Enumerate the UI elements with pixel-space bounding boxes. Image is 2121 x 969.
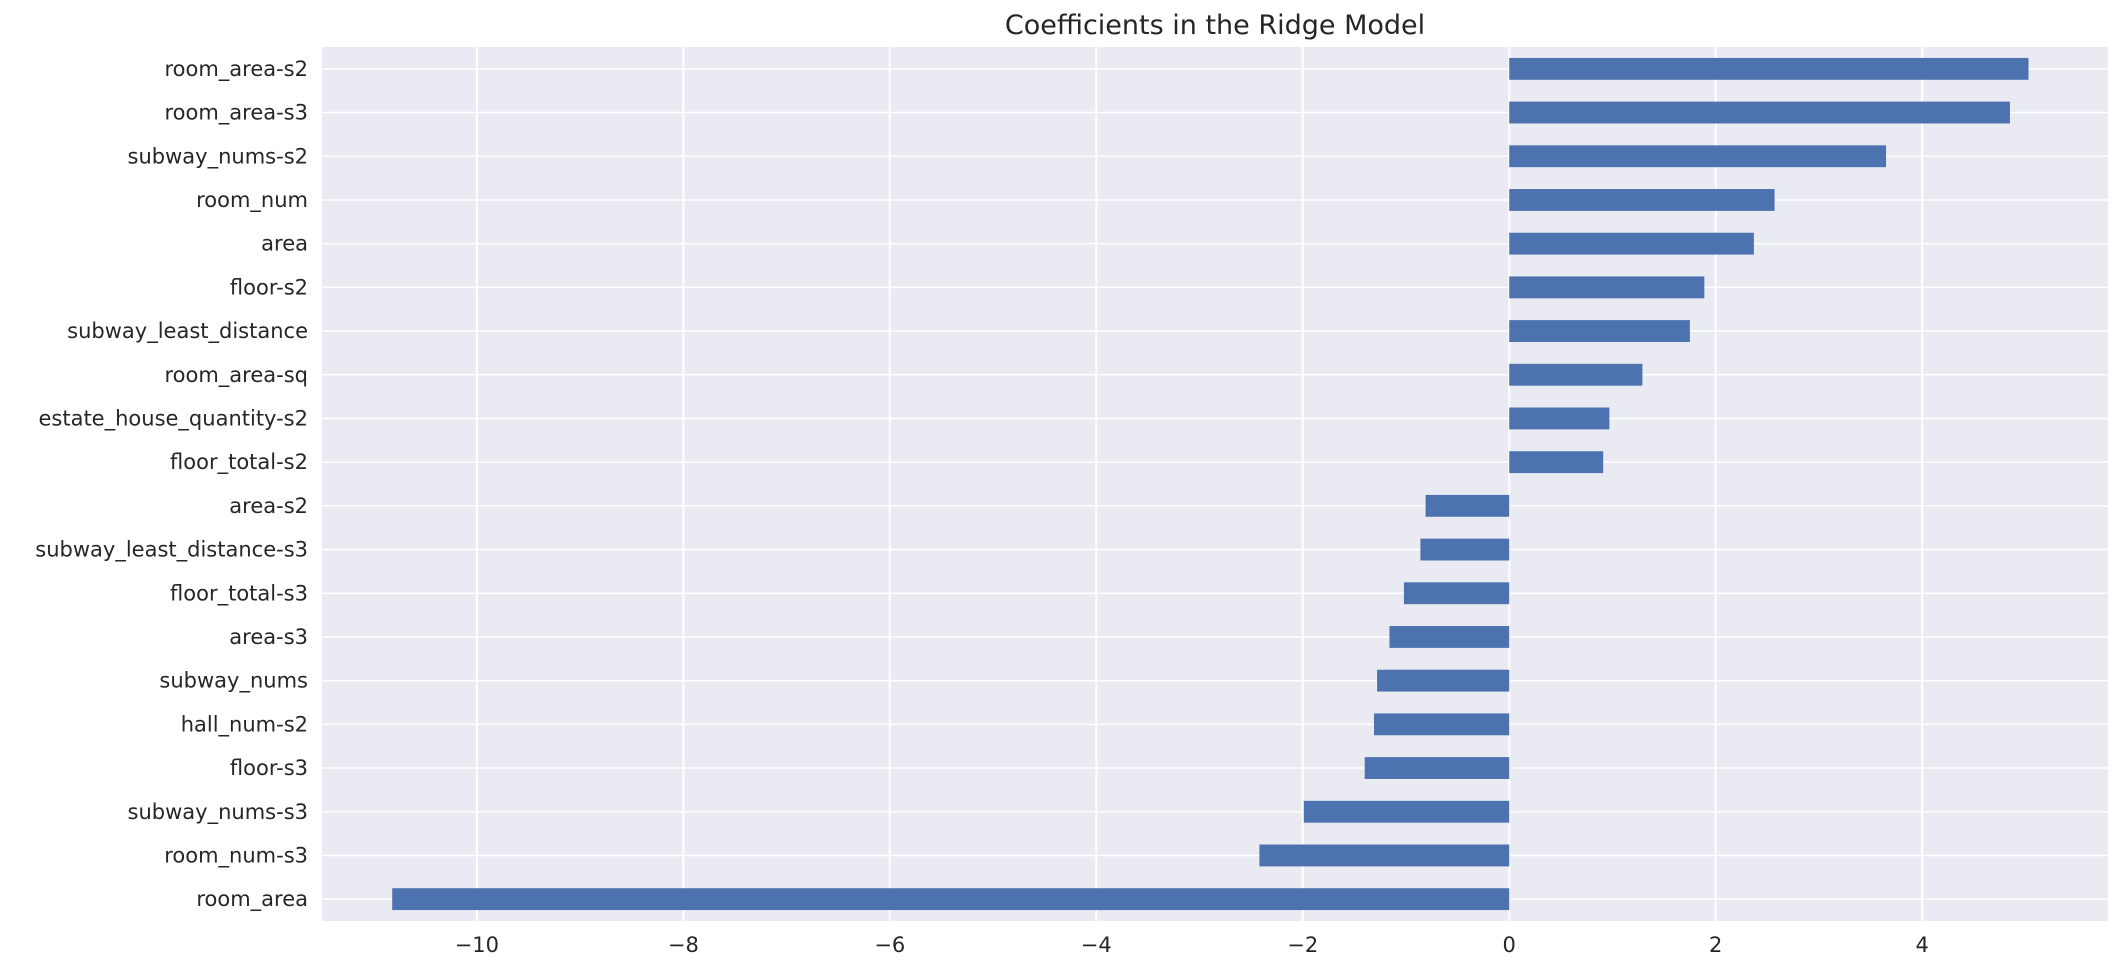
- x-tick-label: 2: [1709, 933, 1722, 957]
- category-label: estate_house_quantity-s2: [38, 406, 308, 431]
- category-label: room_area-s2: [164, 57, 308, 82]
- plot-background: [322, 47, 2108, 921]
- x-tick-label: −4: [1081, 933, 1112, 957]
- bar-hall_num-s2: [1373, 713, 1510, 736]
- bar-subway_nums-s3: [1303, 800, 1510, 823]
- bar-room_num-s3: [1259, 844, 1510, 867]
- category-label: subway_nums-s2: [128, 144, 308, 169]
- bar-floor-s3: [1364, 757, 1510, 779]
- category-label: subway_least_distance: [67, 319, 308, 344]
- bar-room_area-sq: [1509, 363, 1643, 386]
- category-label: room_area-sq: [164, 363, 308, 388]
- x-tick-label: −6: [874, 933, 905, 957]
- category-label: area-s3: [229, 625, 308, 649]
- category-label: room_num: [196, 188, 308, 213]
- category-label: subway_nums: [159, 669, 308, 694]
- bar-subway_nums-s2: [1509, 145, 1887, 168]
- category-label: floor-s3: [230, 756, 308, 780]
- bar-area-s2: [1425, 494, 1510, 517]
- x-tick-label: 0: [1503, 933, 1516, 957]
- x-tick-label: −8: [668, 933, 699, 957]
- bar-floor-s2: [1509, 276, 1705, 299]
- bar-subway_nums: [1377, 669, 1510, 692]
- chart-title: Coefficients in the Ridge Model: [1005, 10, 1425, 41]
- x-tick-label: −2: [1287, 933, 1318, 957]
- bars: [392, 57, 2029, 911]
- bar-area-s3: [1389, 626, 1510, 648]
- bar-subway_least_distance: [1509, 320, 1690, 342]
- bar-subway_least_distance-s3: [1420, 538, 1510, 561]
- category-label: hall_num-s2: [181, 712, 308, 737]
- bar-floor_total-s2: [1509, 451, 1604, 474]
- bar-room_area-s2: [1509, 57, 2029, 80]
- category-label: subway_nums-s3: [128, 800, 308, 825]
- category-label: floor-s2: [230, 275, 308, 299]
- category-label: area-s2: [229, 494, 308, 518]
- category-label: room_area: [196, 887, 308, 912]
- bar-estate_house_quantity-s2: [1509, 407, 1610, 430]
- category-label: room_num-s3: [164, 843, 308, 868]
- bar-area: [1509, 232, 1754, 255]
- bar-room_area-s3: [1509, 101, 2010, 124]
- x-tick-labels: −10 −8 −6 −4 −2 0 2 4: [455, 933, 1929, 957]
- bar-room_area: [392, 888, 1510, 911]
- category-label: floor_total-s2: [170, 450, 308, 475]
- x-tick-label: 4: [1915, 933, 1928, 957]
- bar-floor_total-s3: [1403, 582, 1510, 605]
- category-label: room_area-s3: [164, 101, 308, 126]
- x-tick-label: −10: [455, 933, 499, 957]
- category-label: subway_least_distance-s3: [35, 538, 308, 563]
- bar-room_num: [1509, 189, 1775, 211]
- category-label: floor_total-s3: [170, 581, 308, 606]
- category-label: area: [261, 232, 308, 256]
- category-labels: room_area-s2 room_area-s3 subway_nums-s2ro…: [35, 57, 308, 912]
